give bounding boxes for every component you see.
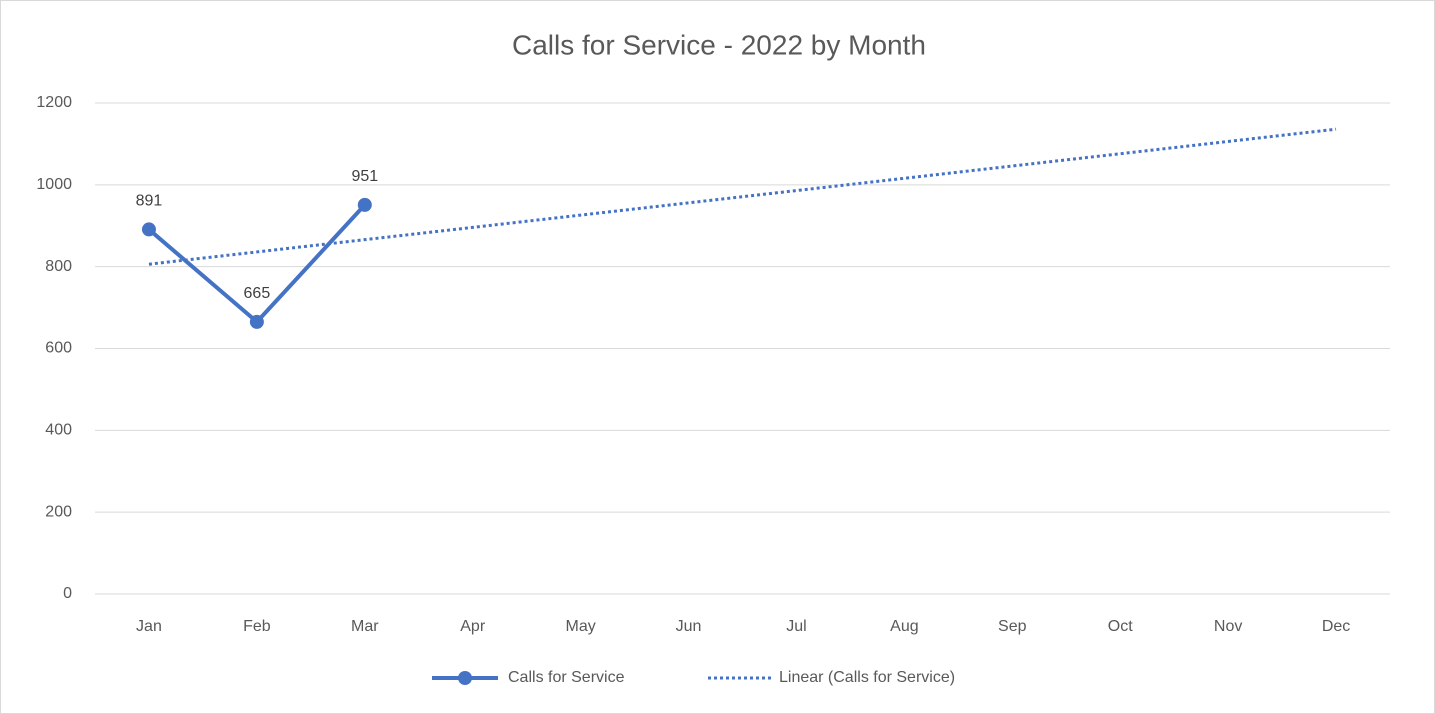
x-tick-label: Apr: [460, 618, 486, 635]
legend-label: Linear (Calls for Service): [779, 669, 955, 686]
marker: [141, 222, 156, 237]
y-tick-label: 1200: [36, 94, 72, 111]
chart-title: Calls for Service - 2022 by Month: [512, 29, 926, 60]
legend-label: Calls for Service: [508, 669, 625, 686]
marker: [249, 314, 264, 329]
x-tick-label: Nov: [1214, 618, 1242, 635]
data-label: 951: [351, 168, 378, 185]
legend-marker: [458, 671, 472, 685]
x-tick-label: Jan: [136, 618, 162, 635]
y-tick-label: 200: [45, 503, 72, 520]
x-tick-label: May: [566, 618, 596, 635]
x-tick-label: Jun: [676, 618, 702, 635]
x-tick-label: Jul: [786, 618, 806, 635]
y-tick-label: 1000: [36, 176, 72, 193]
data-label: 891: [136, 193, 163, 210]
x-tick-label: Dec: [1322, 618, 1350, 635]
marker: [357, 197, 372, 212]
x-tick-label: Feb: [243, 618, 271, 635]
y-tick-label: 0: [63, 585, 72, 602]
data-label: 665: [244, 285, 271, 302]
series-line: [148, 127, 1337, 266]
y-tick-label: 400: [45, 422, 72, 439]
y-tick-label: 600: [45, 340, 72, 357]
x-tick-label: Oct: [1108, 618, 1133, 635]
x-tick-label: Aug: [890, 618, 918, 635]
y-tick-label: 800: [45, 258, 72, 275]
x-tick-label: Mar: [351, 618, 379, 635]
x-tick-label: Sep: [998, 618, 1027, 635]
